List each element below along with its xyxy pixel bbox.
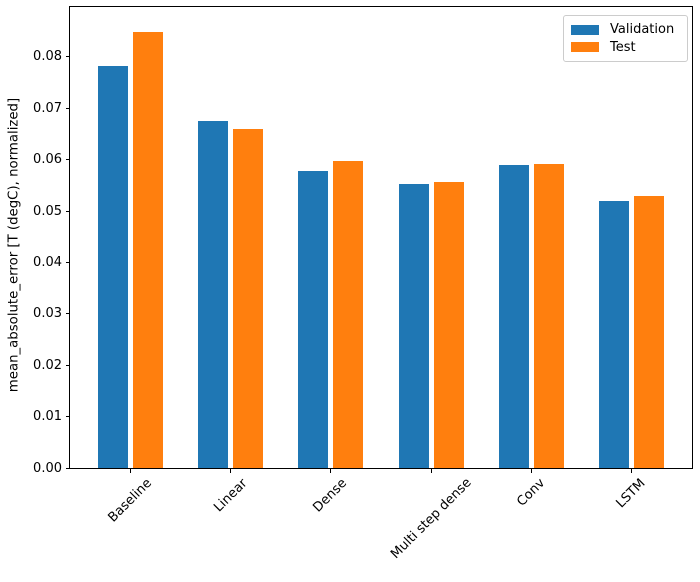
y-tick-label: 0.08 (33, 49, 62, 65)
y-tick-label: 0.04 (33, 254, 62, 270)
y-tick-label: 0.03 (33, 306, 62, 322)
x-tick-mark (430, 469, 432, 473)
legend-label-validation: Validation (610, 22, 675, 38)
bar-multi-step-dense-test (433, 181, 464, 468)
x-tick-label-multi-step-dense: Multi step dense (387, 475, 475, 563)
y-axis-label: mean_absolute_error [T (degC), normalize… (6, 97, 22, 393)
x-tick-label-conv: Conv (514, 475, 548, 510)
x-tick-mark (631, 469, 633, 473)
x-tick-mark (330, 469, 332, 473)
x-tick-label-baseline: Baseline (105, 475, 155, 526)
x-tick-label-dense: Dense (310, 475, 351, 516)
bar-conv-test (533, 164, 564, 468)
bar-linear-validation (198, 121, 229, 468)
bar-baseline-test (132, 31, 163, 468)
y-tick-mark (66, 56, 70, 58)
y-tick-label: 0.05 (33, 203, 62, 219)
bar-multi-step-dense-validation (398, 184, 429, 468)
bar-lstm-validation (599, 201, 630, 468)
bar-conv-validation (498, 164, 529, 468)
y-tick-mark (66, 107, 70, 109)
y-tick-mark (66, 261, 70, 263)
y-tick-label: 0.01 (33, 409, 62, 425)
y-tick-mark (66, 159, 70, 161)
bar-lstm-test (634, 196, 665, 468)
legend-swatch-validation (571, 24, 599, 35)
legend-item-test: Test (571, 39, 679, 57)
bar-baseline-validation (97, 66, 128, 468)
legend: Validation Test (563, 15, 688, 62)
bar-dense-test (333, 160, 364, 468)
y-tick-mark (66, 364, 70, 366)
x-tick-mark (530, 469, 532, 473)
x-tick-mark (129, 469, 131, 473)
x-tick-label-lstm: LSTM (613, 476, 649, 512)
legend-label-test: Test (610, 39, 636, 55)
x-tick-mark (230, 469, 232, 473)
x-tick-label-linear: Linear (210, 475, 251, 516)
bar-dense-validation (298, 170, 329, 468)
y-tick-label: 0.02 (33, 357, 62, 373)
plot-area (69, 6, 693, 469)
y-tick-mark (66, 313, 70, 315)
bar-linear-test (233, 129, 264, 468)
legend-swatch-test (571, 42, 599, 53)
y-tick-label: 0.00 (33, 460, 62, 476)
y-tick-mark (66, 210, 70, 212)
y-tick-label: 0.06 (33, 152, 62, 168)
y-tick-mark (66, 467, 70, 469)
legend-item-validation: Validation (571, 21, 679, 39)
y-tick-label: 0.07 (33, 100, 62, 116)
y-tick-mark (66, 416, 70, 418)
